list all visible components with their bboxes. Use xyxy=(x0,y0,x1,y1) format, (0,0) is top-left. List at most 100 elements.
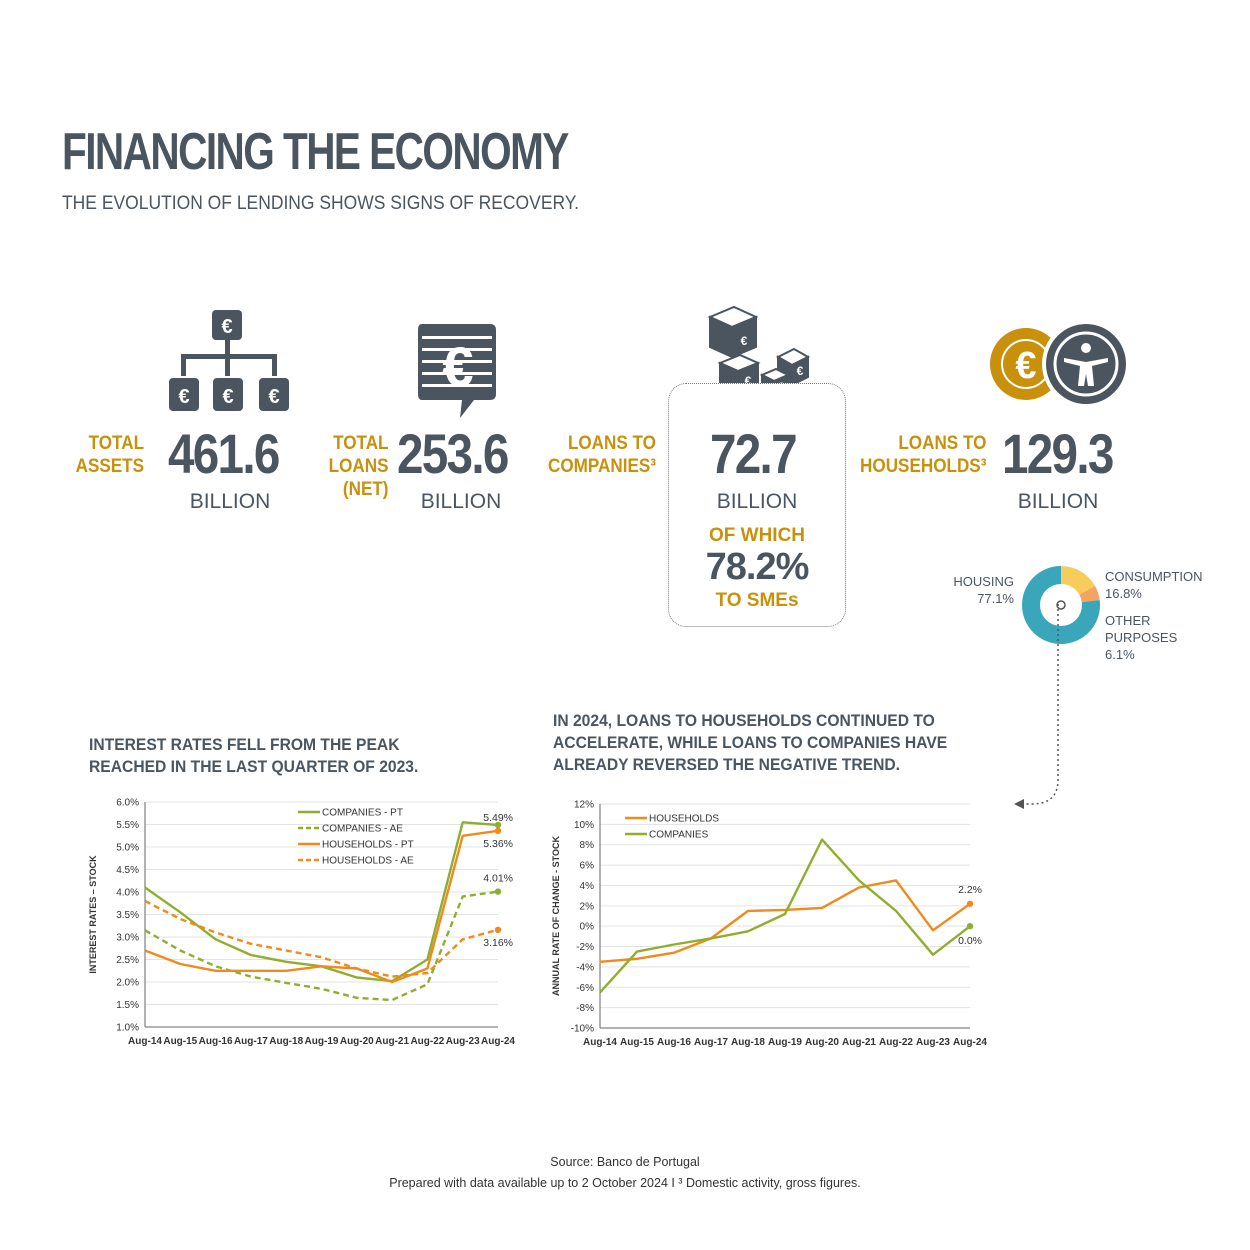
x-tick-label: Aug-24 xyxy=(953,1037,987,1048)
household-split-donut xyxy=(1022,566,1100,644)
kpi-total-loans-unit: BILLION xyxy=(420,490,502,513)
y-tick-label: 5.5% xyxy=(116,820,139,831)
loan-growth-chart: -10%-8%-6%-4%-2%0%2%4%6%8%10%12%Aug-14 Au… xyxy=(551,800,987,1049)
x-tick-label: Aug-20 xyxy=(805,1037,839,1048)
series-line-companies-ae xyxy=(144,890,499,1002)
kpi-label-line: COMPANIES³ xyxy=(548,456,656,477)
legend-label: COMPANIES xyxy=(649,830,709,841)
y-axis-label: ANNUAL RATE OF CHANGE - STOCK xyxy=(551,836,561,997)
y-tick-label: 4% xyxy=(580,881,595,892)
series-line-households-pt xyxy=(144,829,499,984)
x-tick-label: Aug-21 xyxy=(375,1036,409,1047)
x-tick-label: Aug-17 xyxy=(694,1037,728,1048)
legend-label: COMPANIES - PT xyxy=(322,808,403,819)
series-end-point xyxy=(966,900,974,907)
svg-text:€: € xyxy=(442,335,473,398)
x-tick-label: Aug-16 xyxy=(657,1037,691,1048)
right-chart-title-line: ALREADY REVERSED THE NEGATIVE TREND. xyxy=(553,755,901,774)
svg-text:€: € xyxy=(221,316,232,338)
other-label-2: PURPOSES xyxy=(1105,630,1178,645)
kpi-label-line: (NET) xyxy=(342,479,388,500)
svg-text:€: € xyxy=(222,386,233,408)
interest-rates-chart: 1.0% 1.5% 2.0% 2.5% 3.0% 3.5% 4.0% 4.5% 5.0% 5.5%… xyxy=(88,798,515,1048)
series-end-label: 4.01% xyxy=(483,873,513,885)
series-end-point xyxy=(494,926,502,933)
x-tick-label: Aug-20 xyxy=(340,1036,374,1047)
svg-text:€: € xyxy=(1015,345,1036,387)
page-subtitle: THE EVOLUTION OF LENDING SHOWS SIGNS OF … xyxy=(62,193,580,214)
svg-text:€: € xyxy=(797,364,804,378)
y-tick-label: 3.5% xyxy=(116,910,139,921)
series-line-households-ae xyxy=(144,899,499,978)
y-tick-label: 4.5% xyxy=(116,865,139,876)
series-end-label: 3.16% xyxy=(483,937,513,949)
y-axis-label: INTEREST RATES – STOCK xyxy=(88,855,98,974)
svg-text:€: € xyxy=(178,386,189,408)
y-tick-label: 2.0% xyxy=(116,978,139,989)
left-chart-title-line: REACHED IN THE LAST QUARTER OF 2023. xyxy=(89,757,419,776)
legend-label: HOUSEHOLDS - AE xyxy=(322,856,414,867)
y-tick-label: -4% xyxy=(576,962,594,973)
series-end-point xyxy=(494,888,502,895)
left-chart-title: INTEREST RATES FELL FROM THE PEAK REACHE… xyxy=(89,734,418,778)
donut-center-dot xyxy=(1056,600,1066,610)
sme-label-top: OF WHICH xyxy=(708,525,806,546)
kpi-total-assets-value: 461.6 xyxy=(168,422,280,485)
y-tick-label: 2% xyxy=(580,901,595,912)
legend-label: COMPANIES - AE xyxy=(322,824,403,835)
x-tick-label: Aug-19 xyxy=(768,1037,802,1048)
x-tick-label: Aug-23 xyxy=(916,1037,950,1048)
page-title: FINANCING THE ECONOMY xyxy=(62,123,569,181)
right-chart-title-line: IN 2024, LOANS TO HOUSEHOLDS CONTINUED T… xyxy=(553,711,935,730)
y-tick-label: 3.0% xyxy=(116,933,139,944)
kpi-label-line: TOTAL xyxy=(332,433,388,454)
kpi-label-line: LOANS TO xyxy=(567,433,656,454)
y-tick-label: 2.5% xyxy=(116,955,139,966)
y-tick-label: 6% xyxy=(580,861,595,872)
kpi-label-line: ASSETS xyxy=(75,456,144,477)
x-tick-label: Aug-18 xyxy=(731,1037,765,1048)
y-tick-label: 10% xyxy=(574,820,594,831)
legend-label: HOUSEHOLDS - PT xyxy=(322,840,414,851)
y-tick-label: 0% xyxy=(580,922,595,933)
euro-coin-person-icon: € xyxy=(990,320,1130,408)
legend-label: HOUSEHOLDS xyxy=(649,814,719,825)
org-chart-euro-icon: € € € € xyxy=(169,310,289,411)
x-tick-label: Aug-23 xyxy=(446,1036,480,1047)
y-tick-label: -6% xyxy=(576,983,594,994)
sme-label-bottom: TO SMEs xyxy=(715,590,799,611)
y-tick-label: 12% xyxy=(574,800,594,811)
x-tick-label: Aug-14 xyxy=(583,1037,617,1048)
donut-other-label: OTHER PURPOSES 6.1% xyxy=(1105,612,1177,663)
kpi-loans-companies-value: 72.7 xyxy=(710,422,798,485)
svg-text:€: € xyxy=(745,374,752,388)
housing-label: HOUSING xyxy=(953,574,1014,589)
other-value: 6.1% xyxy=(1105,647,1135,662)
series-end-point xyxy=(494,821,502,829)
connector-arrow xyxy=(1014,604,1059,809)
series-end-point xyxy=(966,922,974,930)
series-end-label: 2.2% xyxy=(958,884,982,896)
y-tick-label: 6.0% xyxy=(116,798,139,809)
x-tick-label: Aug-14 xyxy=(128,1036,162,1047)
x-tick-label: Aug-19 xyxy=(305,1036,339,1047)
kpi-label-line: HOUSEHOLDS³ xyxy=(859,456,986,477)
right-chart-title-line: ACCELERATE, WHILE LOANS TO COMPANIES HAV… xyxy=(553,733,948,752)
kpi-total-loans-value: 253.6 xyxy=(397,422,509,485)
sme-share-value: 78.2% xyxy=(705,546,810,588)
y-tick-label: 4.0% xyxy=(116,888,139,899)
donut-slice-housing xyxy=(1022,566,1100,644)
footer-note: Prepared with data available up to 2 Oct… xyxy=(389,1176,861,1190)
euro-speech-bubble-icon: € xyxy=(418,324,496,418)
svg-text:€: € xyxy=(268,386,279,408)
consumption-value: 16.8% xyxy=(1105,586,1142,601)
x-tick-label: Aug-22 xyxy=(410,1036,444,1047)
svg-text:€: € xyxy=(741,334,748,348)
x-tick-label: Aug-18 xyxy=(269,1036,303,1047)
y-tick-label: 8% xyxy=(580,840,595,851)
series-end-label: 5.49% xyxy=(483,812,513,824)
footer-source: Source: Banco de Portugal xyxy=(550,1155,700,1169)
donut-housing-label: HOUSING 77.1% xyxy=(953,573,1014,607)
kpi-label-line: LOANS xyxy=(328,456,388,477)
series-end-label: 5.36% xyxy=(483,838,513,850)
